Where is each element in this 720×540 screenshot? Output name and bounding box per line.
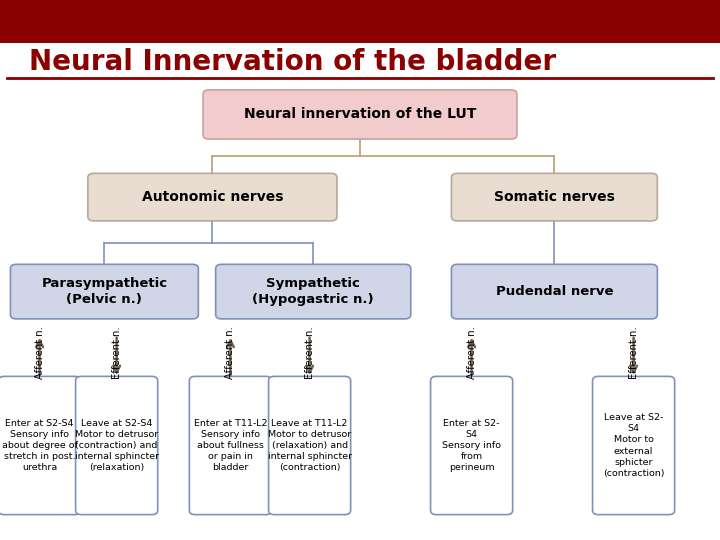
Text: Afferent n.: Afferent n. bbox=[35, 326, 45, 379]
Text: Neural Innervation of the bladder: Neural Innervation of the bladder bbox=[29, 48, 556, 76]
FancyBboxPatch shape bbox=[593, 376, 675, 515]
Text: Sympathetic
(Hypogastric n.): Sympathetic (Hypogastric n.) bbox=[253, 277, 374, 306]
FancyBboxPatch shape bbox=[0, 376, 81, 515]
FancyBboxPatch shape bbox=[431, 376, 513, 515]
Text: Enter at S2-
S4
Sensory info
from
perineum: Enter at S2- S4 Sensory info from perine… bbox=[442, 419, 501, 472]
FancyBboxPatch shape bbox=[189, 376, 271, 515]
Text: Efferent n.: Efferent n. bbox=[629, 326, 639, 379]
Text: Afferent n.: Afferent n. bbox=[225, 326, 235, 379]
FancyBboxPatch shape bbox=[88, 173, 337, 221]
Text: Afferent n.: Afferent n. bbox=[467, 326, 477, 379]
FancyBboxPatch shape bbox=[203, 90, 517, 139]
Text: Leave at S2-
S4
Motor to
external
sphicter
(contraction): Leave at S2- S4 Motor to external sphict… bbox=[603, 413, 665, 478]
FancyBboxPatch shape bbox=[216, 264, 410, 319]
Text: Autonomic nerves: Autonomic nerves bbox=[142, 190, 283, 204]
Text: Efferent n.: Efferent n. bbox=[112, 326, 122, 379]
FancyBboxPatch shape bbox=[10, 264, 199, 319]
FancyBboxPatch shape bbox=[76, 376, 158, 515]
Text: Enter at T11-L2
Sensory info
about fullness
or pain in
bladder: Enter at T11-L2 Sensory info about fulln… bbox=[194, 419, 267, 472]
Text: Efferent n.: Efferent n. bbox=[305, 326, 315, 379]
FancyBboxPatch shape bbox=[451, 264, 657, 319]
Text: Somatic nerves: Somatic nerves bbox=[494, 190, 615, 204]
Text: Leave at T11-L2
Motor to detrusor
(relaxation) and
internal sphincter
(contracti: Leave at T11-L2 Motor to detrusor (relax… bbox=[268, 419, 351, 472]
Text: Neural innervation of the LUT: Neural innervation of the LUT bbox=[244, 107, 476, 122]
Text: Leave at S2-S4
Motor to detrusor
(contraction) and
internal sphincter
(relaxatio: Leave at S2-S4 Motor to detrusor (contra… bbox=[75, 419, 158, 472]
Text: Parasympathetic
(Pelvic n.): Parasympathetic (Pelvic n.) bbox=[41, 277, 168, 306]
Text: Pudendal nerve: Pudendal nerve bbox=[495, 285, 613, 298]
FancyBboxPatch shape bbox=[451, 173, 657, 221]
FancyBboxPatch shape bbox=[269, 376, 351, 515]
Text: Enter at S2-S4
Sensory info
about degree of
stretch in post.
urethra: Enter at S2-S4 Sensory info about degree… bbox=[1, 419, 78, 472]
